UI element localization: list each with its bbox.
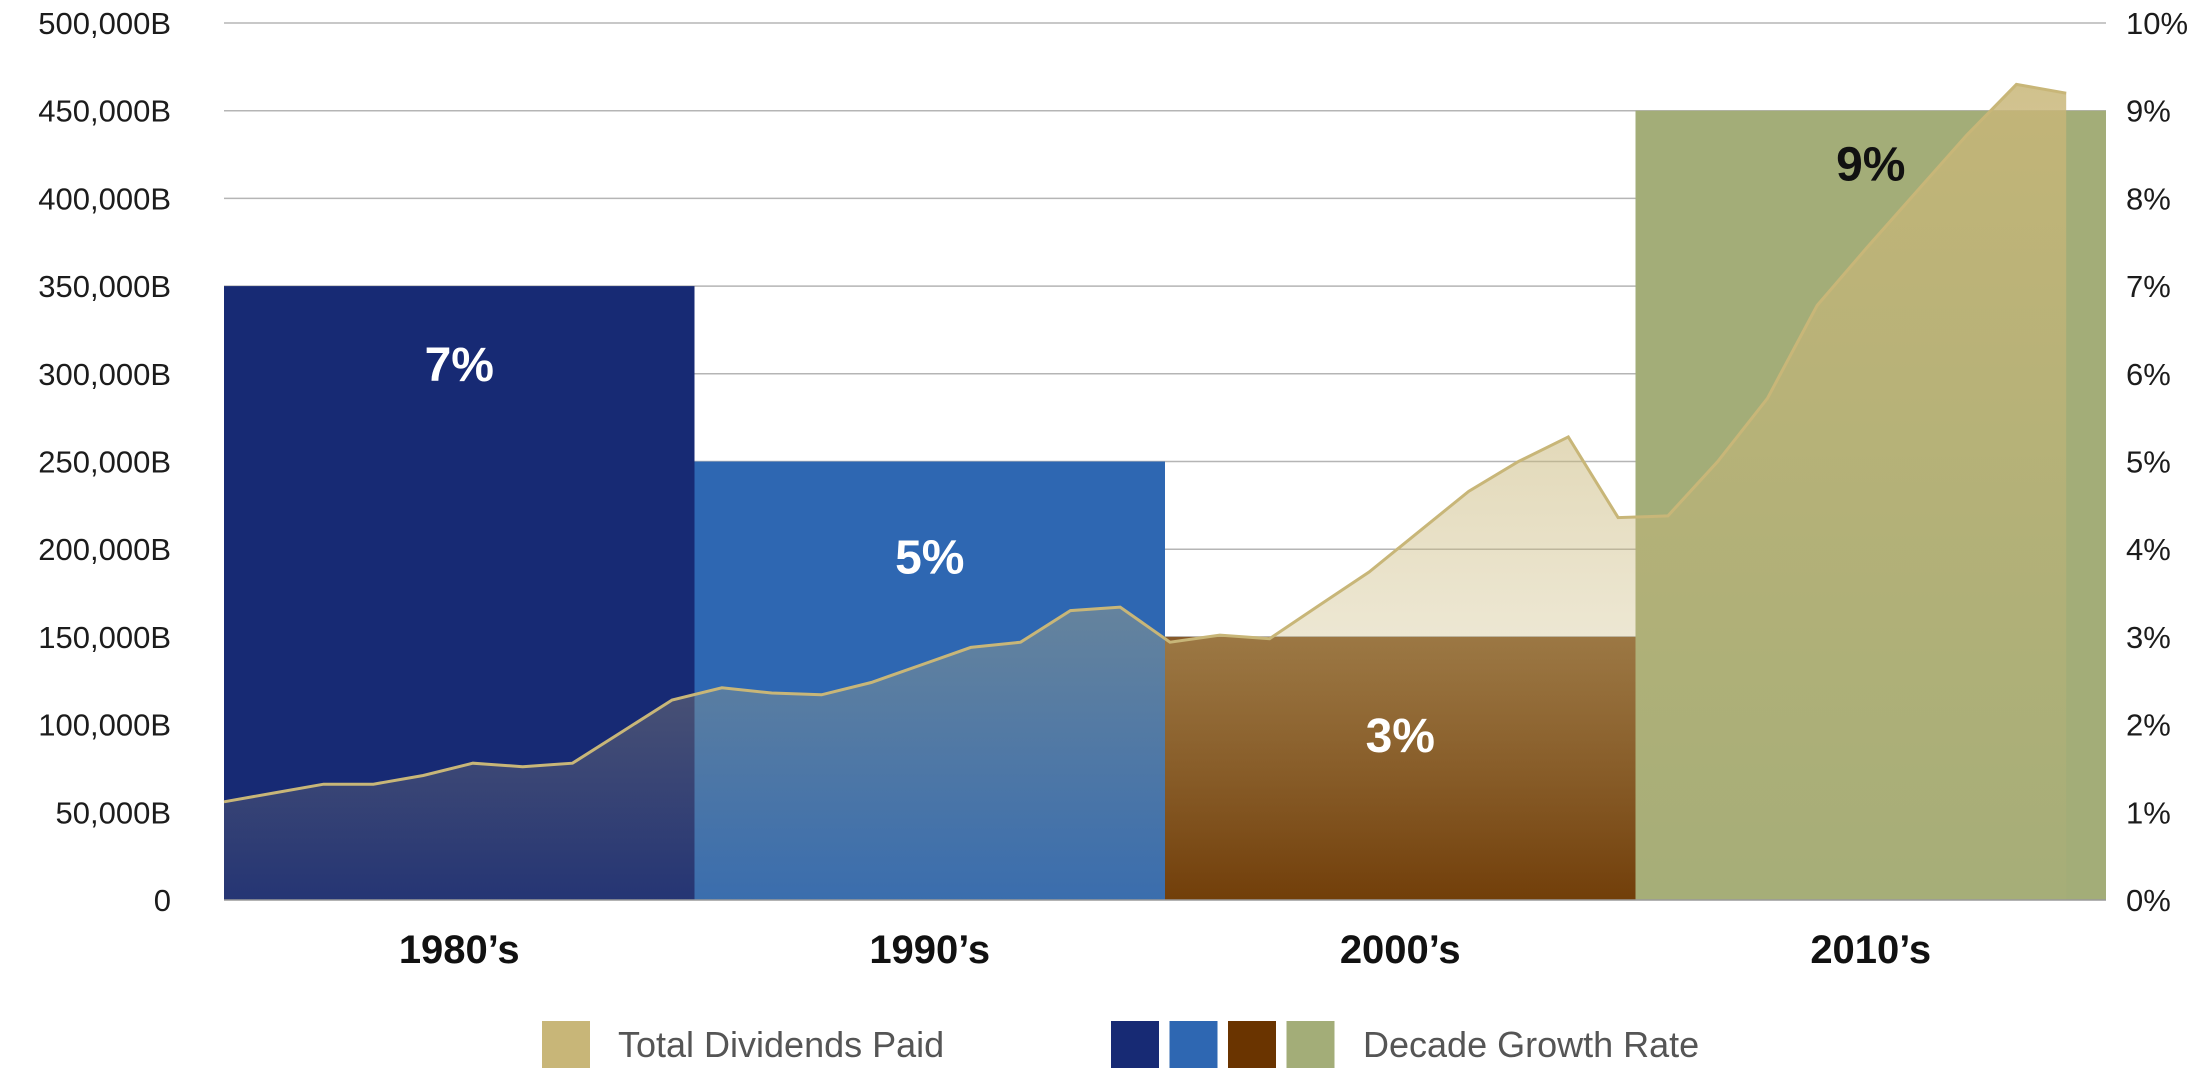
y-right-tick-label: 7% [2126, 269, 2171, 304]
legend-swatch [1169, 1021, 1218, 1068]
growth-rate-label: 3% [1366, 710, 1435, 763]
growth-rate-label: 5% [895, 532, 964, 585]
y-left-tick-label: 150,000B [38, 620, 171, 655]
y-right-tick-label: 6% [2126, 357, 2171, 392]
y-right-tick-label: 1% [2126, 795, 2171, 830]
dividends-area [223, 82, 2067, 900]
y-left-tick-label: 250,000B [38, 445, 171, 480]
y-left-tick-label: 350,000B [38, 269, 171, 304]
y-right-tick-label: 10% [2126, 6, 2188, 41]
legend-label: Decade Growth Rate [1363, 1024, 1699, 1065]
x-category-label: 1990’s [869, 928, 990, 972]
growth-rate-label: 7% [425, 339, 494, 392]
legend-label: Total Dividends Paid [618, 1024, 944, 1065]
y-right-tick-label: 2% [2126, 708, 2171, 743]
y-right-tick-label: 0% [2126, 883, 2171, 918]
x-category-label: 2010’s [1810, 928, 1931, 972]
y-right-tick-label: 9% [2126, 94, 2171, 129]
y-left-tick-label: 300,000B [38, 357, 171, 392]
legend-swatch [1111, 1021, 1159, 1068]
axes: 0 50,000B 100,000B 150,000B 200,000B 250,000B… [38, 6, 2188, 972]
y-right-tick-label: 4% [2126, 532, 2171, 567]
y-left-tick-label: 200,000B [38, 532, 171, 567]
legend: Total Dividends Paid Decade Growth Rate [542, 1021, 1699, 1068]
dividends-line [223, 82, 2067, 804]
legend-swatch [1286, 1021, 1335, 1068]
y-right-tick-label: 5% [2126, 445, 2171, 480]
y-left-tick-label: 500,000B [38, 6, 171, 41]
y-right-tick-label: 3% [2126, 620, 2171, 655]
legend-swatch [1228, 1021, 1276, 1068]
dividends-area-fill [224, 84, 2067, 900]
y-left-tick-label: 450,000B [38, 94, 171, 129]
x-category-label: 1980’s [399, 928, 520, 972]
y-left-tick-label: 0 [154, 883, 171, 918]
growth-rate-labels: 7% 5% 3% 9% [425, 139, 1906, 763]
x-category-label: 2000’s [1340, 928, 1461, 972]
legend-swatch [542, 1021, 590, 1068]
y-left-tick-label: 400,000B [38, 181, 171, 216]
growth-rate-label: 9% [1836, 139, 1905, 192]
y-right-tick-label: 8% [2126, 181, 2171, 216]
y-left-tick-label: 100,000B [38, 708, 171, 743]
y-left-tick-label: 50,000B [56, 795, 172, 830]
